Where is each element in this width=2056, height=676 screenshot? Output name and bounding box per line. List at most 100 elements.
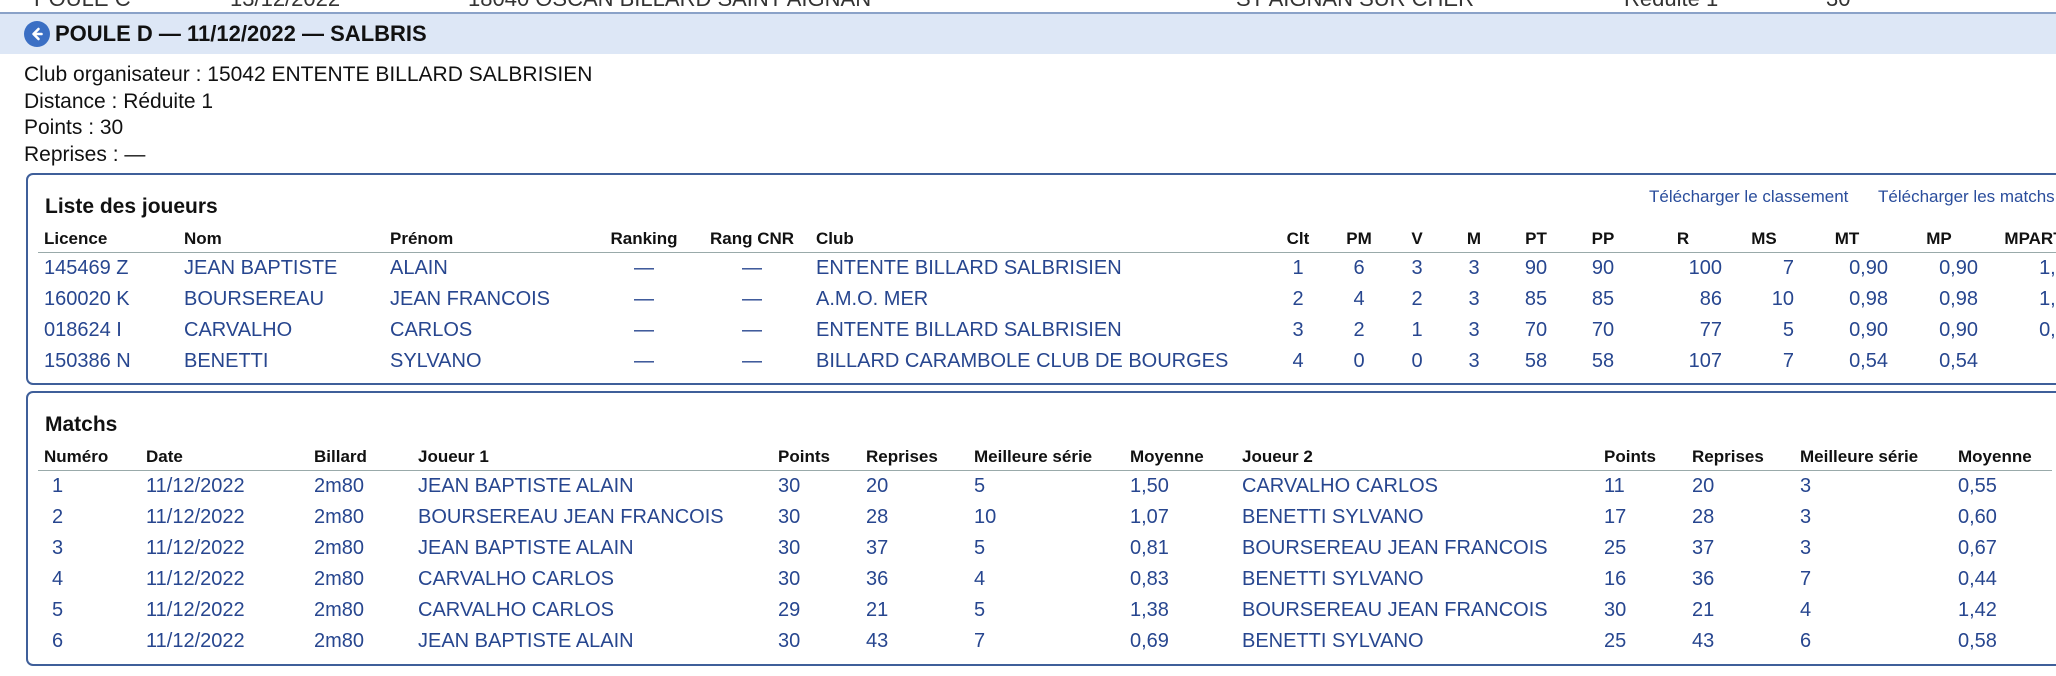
col-mp[interactable]: MP [1926, 229, 1952, 248]
col-reprises1[interactable]: Reprises [866, 447, 938, 466]
cell-pt: 90 [1524, 257, 1548, 279]
cell-mt: 0,90 [1849, 257, 1888, 279]
cell-joueur1: JEAN BAPTISTE ALAIN [418, 537, 634, 559]
cell-date: 11/12/2022 [146, 568, 245, 590]
col-clt[interactable]: Clt [1286, 229, 1310, 248]
cell-billard: 2m80 [314, 475, 365, 497]
cell-m: 3 [1468, 257, 1480, 279]
cell-points2: 17 [1604, 506, 1627, 528]
match-row[interactable]: 3 11/12/2022 2m80 JEAN BAPTISTE ALAIN 30… [38, 533, 2052, 564]
cell-joueur2: BOURSEREAU JEAN FRANCOIS [1242, 537, 1548, 559]
cell-pm: 4 [1353, 288, 1365, 310]
col-reprises2[interactable]: Reprises [1692, 447, 1764, 466]
cell-points2: 11 [1604, 475, 1625, 497]
col-meilleure-serie2[interactable]: Meilleure série [1800, 447, 1919, 466]
cell-meilleure-serie2: 3 [1800, 537, 1812, 559]
match-row[interactable]: 5 11/12/2022 2m80 CARVALHO CARLOS 29 21 … [38, 595, 2052, 626]
col-joueur2[interactable]: Joueur 2 [1242, 447, 1313, 466]
cell-points2: 30 [1604, 599, 1627, 621]
col-rang-cnr[interactable]: Rang CNR [709, 229, 795, 248]
download-ranking-link[interactable]: Télécharger le classement [1649, 187, 1849, 206]
player-row[interactable]: 018624 I CARVALHO CARLOS — — ENTENTE BIL… [38, 315, 2056, 346]
cell-r: 86 [1699, 288, 1722, 310]
col-points2[interactable]: Points [1604, 447, 1656, 466]
cell-points2: 25 [1604, 537, 1627, 559]
cell-reprises1: 36 [866, 568, 889, 590]
col-mt[interactable]: MT [1834, 229, 1860, 248]
page-title: POULE D — 11/12/2022 — SALBRIS [55, 21, 427, 46]
player-row[interactable]: 150386 N BENETTI SYLVANO — — BILLARD CAR… [38, 346, 2056, 377]
cell-moyenne1: 1,07 [1130, 506, 1169, 528]
cell-numero: 2 [52, 506, 64, 528]
col-moyenne2[interactable]: Moyenne [1958, 447, 2032, 466]
cell-points1: 29 [778, 599, 801, 621]
cell-points2: 25 [1604, 630, 1627, 652]
prev-club: 18040 OSCAN BILLARD SAINT AIGNAN [468, 0, 871, 12]
back-arrow-icon[interactable] [24, 21, 50, 47]
cell-joueur2: BENETTI SYLVANO [1242, 630, 1424, 652]
col-pt[interactable]: PT [1525, 229, 1547, 248]
cell-reprises2: 21 [1692, 599, 1715, 621]
cell-pp: 90 [1591, 257, 1615, 279]
previous-poule-row[interactable]: POULE C 13/12/2022 18040 OSCAN BILLARD S… [0, 0, 2056, 14]
col-licence[interactable]: Licence [44, 229, 108, 248]
cell-reprises1: 20 [866, 475, 889, 497]
col-joueur1[interactable]: Joueur 1 [418, 447, 489, 466]
cell-ms: 7 [1782, 257, 1794, 279]
cell-moyenne1: 0,81 [1130, 537, 1169, 559]
col-club[interactable]: Club [816, 229, 854, 248]
cell-moyenne2: 0,60 [1958, 506, 1997, 528]
match-row[interactable]: 6 11/12/2022 2m80 JEAN BAPTISTE ALAIN 30… [38, 626, 2052, 657]
cell-reprises2: 28 [1692, 506, 1715, 528]
cell-meilleure-serie2: 3 [1800, 506, 1812, 528]
players-table: Licence Nom Prénom Ranking Rang CNR Club… [38, 226, 2056, 377]
col-pp[interactable]: PP [1591, 229, 1615, 248]
col-ms[interactable]: MS [1751, 229, 1777, 248]
cell-joueur1: JEAN BAPTISTE ALAIN [418, 475, 634, 497]
col-ranking[interactable]: Ranking [610, 229, 678, 248]
col-moyenne1[interactable]: Moyenne [1130, 447, 1204, 466]
cell-mp: 0,98 [1939, 288, 1978, 310]
cell-joueur1: CARVALHO CARLOS [418, 568, 614, 590]
distance: Distance : Réduite 1 [24, 89, 214, 113]
col-nom[interactable]: Nom [184, 229, 222, 248]
cell-numero: 1 [52, 475, 64, 497]
cell-points1: 30 [778, 475, 801, 497]
download-matches-link[interactable]: Télécharger les matchs [1878, 187, 2055, 206]
cell-joueur1: BOURSEREAU JEAN FRANCOIS [418, 506, 724, 528]
cell-pp: 70 [1591, 319, 1615, 341]
cell-licence: 018624 I [44, 319, 122, 341]
col-pm[interactable]: PM [1346, 229, 1372, 248]
col-numero[interactable]: Numéro [44, 447, 109, 466]
col-mpart[interactable]: MPART [2004, 229, 2056, 248]
match-row[interactable]: 2 11/12/2022 2m80 BOURSEREAU JEAN FRANCO… [38, 502, 2052, 533]
col-points1[interactable]: Points [778, 447, 830, 466]
cell-m: 3 [1468, 288, 1480, 310]
cell-moyenne1: 1,38 [1130, 599, 1169, 621]
cell-moyenne2: 0,67 [1958, 537, 1997, 559]
match-row[interactable]: 1 11/12/2022 2m80 JEAN BAPTISTE ALAIN 30… [38, 471, 2052, 503]
cell-nom: BENETTI [184, 350, 269, 372]
cell-ranking: — [634, 350, 654, 372]
match-row[interactable]: 4 11/12/2022 2m80 CARVALHO CARLOS 30 36 … [38, 564, 2052, 595]
col-prenom[interactable]: Prénom [390, 229, 454, 248]
cell-clt: 3 [1292, 319, 1304, 341]
col-meilleure-serie1[interactable]: Meilleure série [974, 447, 1093, 466]
cell-moyenne1: 1,50 [1130, 475, 1169, 497]
prev-date: 13/12/2022 [230, 0, 340, 12]
cell-ms: 5 [1782, 319, 1794, 341]
player-row[interactable]: 145469 Z JEAN BAPTISTE ALAIN — — ENTENTE… [38, 253, 2056, 285]
col-v[interactable]: V [1411, 229, 1423, 248]
cell-pm: 6 [1353, 257, 1365, 279]
cell-m: 3 [1468, 350, 1480, 372]
col-billard[interactable]: Billard [314, 447, 367, 466]
col-date[interactable]: Date [146, 447, 183, 466]
cell-v: 0 [1411, 350, 1423, 372]
cell-pt: 58 [1524, 350, 1548, 372]
cell-prenom: JEAN FRANCOIS [390, 288, 551, 310]
cell-r: 100 [1688, 257, 1722, 279]
col-r[interactable]: R [1676, 229, 1690, 248]
col-m[interactable]: M [1466, 229, 1482, 248]
player-row[interactable]: 160020 K BOURSEREAU JEAN FRANCOIS — — A.… [38, 284, 2056, 315]
cell-nom: JEAN BAPTISTE [184, 257, 338, 279]
